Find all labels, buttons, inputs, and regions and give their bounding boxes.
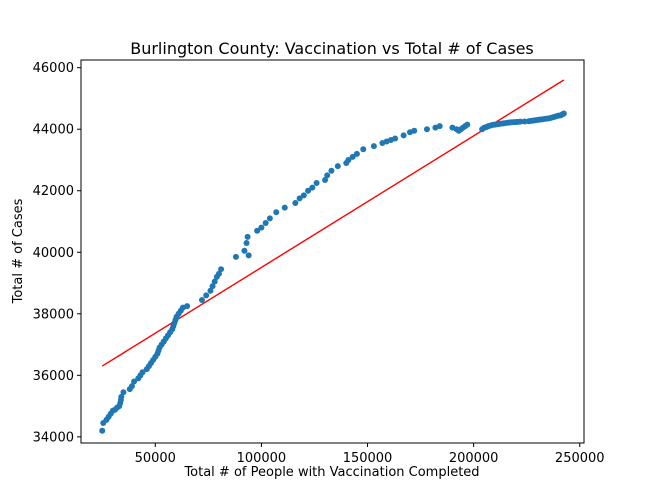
scatter-point: [266, 215, 273, 222]
scatter-point: [209, 283, 216, 290]
x-tick-label: 200000: [449, 451, 499, 466]
scatter-point: [370, 143, 377, 150]
x-tick-label: 100000: [237, 451, 287, 466]
scatter-point: [120, 389, 127, 396]
scatter-point: [128, 383, 135, 390]
scatter-point: [517, 118, 524, 125]
scatter-point: [215, 270, 222, 277]
scatter-point: [324, 172, 331, 179]
scatter-point: [232, 253, 239, 260]
scatter-point: [328, 167, 335, 174]
scatter-point: [139, 369, 146, 376]
scatter-point: [411, 127, 418, 134]
scatter-point: [305, 187, 312, 194]
scatter-point: [423, 126, 430, 133]
scatter-point: [436, 123, 443, 130]
scatter-point: [281, 204, 288, 211]
y-tick-label: 38000: [33, 307, 74, 322]
y-axis-label: Total # of Cases: [11, 198, 26, 304]
scatter-point: [400, 132, 407, 139]
scatter-point: [300, 192, 307, 199]
scatter-point: [131, 378, 138, 385]
scatter-point: [254, 227, 261, 234]
scatter-point: [243, 240, 250, 247]
y-tick-label: 42000: [33, 184, 74, 199]
scatter-point: [258, 224, 265, 231]
series-layer: [99, 79, 567, 434]
scatter-point: [218, 266, 225, 273]
x-axis-ticks: 50000 100000 150000 200000 250000: [135, 443, 605, 466]
scatter-point: [334, 163, 341, 170]
scatter-point: [118, 393, 125, 400]
scatter-point: [296, 195, 303, 202]
scatter-point: [560, 110, 567, 117]
scatter-point: [262, 220, 269, 227]
scatter-point: [207, 287, 214, 294]
x-tick-label: 50000: [135, 451, 176, 466]
y-axis-ticks: 34000 36000 38000 40000 42000 44000 46000: [33, 61, 81, 445]
scatter-point: [241, 247, 248, 254]
y-tick-label: 44000: [33, 123, 74, 138]
scatter-point: [184, 303, 191, 310]
scatter-point: [99, 427, 106, 434]
chart-title: Burlington County: Vaccination vs Total …: [130, 39, 534, 58]
scatter-point: [309, 184, 316, 191]
plot-area-frame: [80, 59, 585, 444]
scatter-point: [345, 156, 352, 163]
x-tick-label: 150000: [343, 451, 393, 466]
y-tick-label: 34000: [33, 430, 74, 445]
scatter-point: [392, 135, 399, 142]
scatter-point: [349, 153, 356, 160]
y-tick-label: 36000: [33, 369, 74, 384]
scatter-point: [353, 150, 360, 157]
scatter-point: [313, 180, 320, 187]
x-axis-label: Total # of People with Vaccination Compl…: [183, 465, 479, 480]
x-tick-label: 250000: [555, 451, 605, 466]
scatter-point: [244, 233, 251, 240]
scatter-point: [292, 200, 299, 207]
scatter-point: [203, 292, 210, 299]
scatter-point: [211, 278, 218, 285]
scatter-point: [464, 121, 471, 128]
scatter-point: [198, 296, 205, 303]
scatter-point: [273, 209, 280, 216]
scatter-point: [360, 146, 367, 153]
y-tick-label: 40000: [33, 246, 74, 261]
scatter-point: [245, 252, 252, 259]
y-tick-label: 46000: [33, 61, 74, 76]
scatter-point: [322, 176, 329, 183]
